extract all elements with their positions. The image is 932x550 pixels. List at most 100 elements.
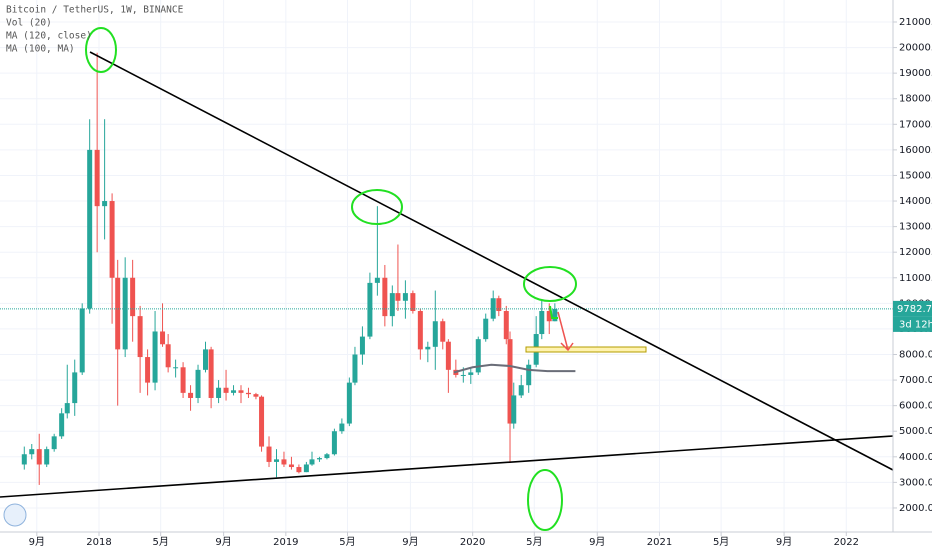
candle-body (137, 316, 143, 358)
candle-body (410, 293, 416, 312)
candle-body (109, 201, 115, 278)
candle-body (483, 318, 489, 340)
candle-body (346, 382, 352, 424)
x-tick-label: 5月 (339, 536, 355, 548)
y-tick-label: 21000.00 (899, 17, 932, 28)
candle-body (231, 390, 237, 393)
x-tick-label: 2018 (86, 537, 111, 548)
candle-body (440, 321, 446, 342)
candle-body (359, 336, 365, 355)
candle-body (546, 311, 552, 322)
y-tick-label: 20000.00 (899, 43, 932, 54)
x-tick-label: 9月 (29, 536, 45, 548)
candle-body (303, 464, 309, 473)
candle-body (402, 293, 408, 301)
x-tick-label: 2019 (273, 537, 298, 548)
candle-body (352, 354, 358, 383)
circle-annotation (527, 469, 563, 531)
candle-body (266, 446, 272, 462)
candle-body (122, 277, 128, 350)
y-tick-label: 14000.00 (899, 196, 932, 207)
candle-body (36, 449, 42, 465)
candle-body (152, 331, 158, 383)
grid (0, 0, 893, 532)
countdown-box (893, 316, 932, 332)
zone-box (525, 346, 647, 353)
candle-body (288, 464, 294, 468)
x-tick-label: 2020 (460, 537, 485, 548)
y-tick-label: 5000.00 (899, 426, 932, 437)
trend-line (89, 51, 894, 471)
x-tick-label: 5月 (152, 536, 168, 548)
last-price-box (893, 300, 932, 317)
indicator-label: MA (120, close) (6, 31, 92, 42)
moving-average (453, 363, 576, 374)
candle-body (72, 372, 78, 404)
marks (0, 52, 893, 485)
y-tick-label: 18000.00 (899, 94, 932, 105)
x-tick-label: 9月 (402, 536, 418, 548)
candle-body (130, 277, 136, 317)
x-tick-label: 2022 (834, 537, 859, 548)
candle-body (238, 390, 244, 393)
candle-body (188, 392, 194, 398)
circle-annotation (523, 266, 577, 302)
candle-body (339, 423, 345, 432)
candle-body (316, 458, 322, 460)
candle-body (21, 454, 27, 465)
candle-body (367, 282, 373, 337)
candle-body (64, 403, 70, 414)
last-price-label: 9782.72 (897, 304, 932, 315)
candle-body (203, 349, 209, 370)
candle-body (552, 308, 558, 322)
y-tick-label: 4000.00 (899, 452, 932, 463)
candle-body (445, 341, 451, 370)
candle-body (395, 293, 401, 301)
y-tick-label: 3000.00 (899, 477, 932, 488)
candle-body (94, 149, 100, 207)
x-tick-label: 9月 (589, 536, 605, 548)
candle-body (309, 459, 315, 465)
candle-body (102, 201, 108, 207)
x-tick-label: 9月 (215, 536, 231, 548)
candle-body (460, 374, 466, 376)
circle-annotation (351, 189, 403, 225)
x-tick-label: 5月 (526, 536, 542, 548)
candle-body (382, 277, 388, 317)
candle-body (259, 396, 265, 447)
candle-body (245, 392, 251, 395)
candle-body (208, 349, 214, 398)
indicator-label: MA (100, MA) (6, 44, 75, 55)
candle-body (195, 369, 201, 398)
candle-body (160, 331, 166, 345)
candle-body (216, 387, 222, 398)
candle-body (539, 311, 545, 335)
chart-title: Bitcoin / TetherUS, 1W, BINANCE (6, 5, 184, 16)
y-tick-label: 17000.00 (899, 119, 932, 130)
candle-body (51, 436, 57, 450)
x-tick-label: 2021 (647, 537, 672, 548)
y-tick-label: 2000.00 (899, 503, 932, 514)
candle-body (180, 367, 186, 393)
drawings (0, 27, 894, 531)
y-tick-label: 19000.00 (899, 68, 932, 79)
y-tick-label: 12000.00 (899, 247, 932, 258)
candle-body (511, 395, 517, 424)
y-tick-label: 8000.00 (899, 349, 932, 360)
countdown-label: 3d 12h (899, 319, 932, 330)
candle-body (44, 449, 50, 465)
candle-body (281, 459, 287, 465)
candle-body (507, 339, 513, 424)
y-tick-label: 6000.00 (899, 401, 932, 412)
x-tick-label: 9月 (776, 536, 792, 548)
candle-body (496, 298, 502, 312)
candle-body (432, 321, 438, 347)
candle-body (417, 311, 423, 350)
candle-body (526, 364, 532, 386)
candle-body (87, 149, 93, 309)
candle-body (296, 467, 302, 473)
candle-body (324, 454, 330, 459)
y-tick-label: 15000.00 (899, 170, 932, 181)
candle-body (173, 367, 179, 369)
